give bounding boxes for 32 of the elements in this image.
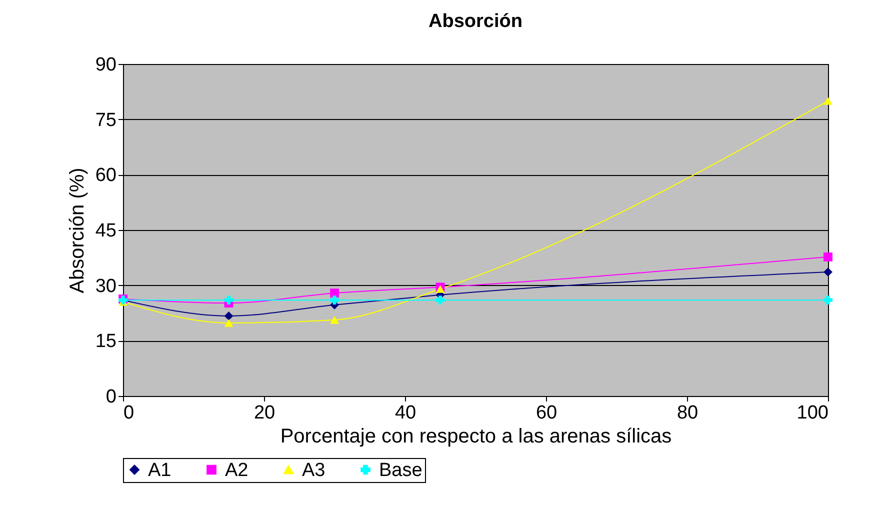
point: [824, 268, 832, 277]
x-tick-label: 60: [536, 402, 558, 424]
y-tick-label: 45: [95, 220, 116, 242]
x-axis-title: Porcentaje con respecto a las arenas sílicas: [280, 426, 672, 448]
point: [224, 296, 234, 305]
y-tick-label: 15: [95, 331, 116, 352]
x-tick-label: 40: [394, 402, 416, 424]
point: [824, 252, 832, 262]
y-axis-title: Absorción (%): [66, 168, 88, 294]
legend-label: A3: [302, 460, 326, 481]
point: [330, 316, 339, 324]
point: [436, 285, 445, 293]
legend-label: A2: [225, 460, 248, 481]
x-tick-label: 0: [124, 402, 134, 424]
point: [224, 311, 234, 320]
y-tick-label: 90: [95, 54, 116, 76]
y-tick-label: 30: [95, 276, 116, 297]
x-tick-label: 100: [796, 402, 828, 424]
chart-title: Absorción: [428, 11, 522, 32]
y-tick-label: 60: [95, 165, 116, 186]
y-tick-label: 0: [106, 386, 116, 408]
x-tick-label: 20: [254, 402, 276, 424]
point: [824, 97, 832, 105]
point: [330, 296, 339, 305]
legend-label: Base: [379, 460, 422, 481]
point: [330, 288, 339, 298]
point: [436, 296, 445, 305]
legend-label: A1: [148, 460, 172, 481]
x-tick-label: 80: [676, 402, 698, 424]
point: [824, 296, 832, 305]
y-tick-label: 75: [95, 110, 116, 131]
point: [224, 319, 234, 327]
